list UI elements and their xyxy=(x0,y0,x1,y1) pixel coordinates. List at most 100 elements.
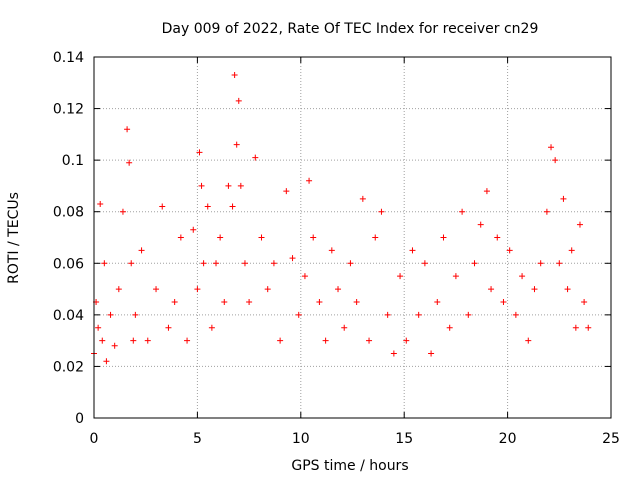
data-point xyxy=(564,286,571,293)
data-point xyxy=(130,337,137,344)
data-point xyxy=(452,273,459,280)
data-point xyxy=(506,247,513,254)
data-point xyxy=(194,286,201,293)
data-point xyxy=(208,324,215,331)
data-point xyxy=(519,273,526,280)
data-point xyxy=(204,203,211,210)
data-point xyxy=(124,126,131,133)
y-tick-label: 0.12 xyxy=(53,102,84,118)
plot-frame xyxy=(93,56,612,419)
data-point xyxy=(171,298,178,305)
data-point xyxy=(465,311,472,318)
x-axis-label: GPS time / hours xyxy=(291,458,408,474)
y-tick-label: 0.02 xyxy=(53,359,84,375)
data-point xyxy=(159,203,166,210)
data-point xyxy=(246,298,253,305)
y-tick-label: 0.04 xyxy=(53,308,84,324)
data-point xyxy=(289,255,296,262)
x-tick-label: 15 xyxy=(395,431,413,447)
data-point xyxy=(372,234,379,241)
data-point xyxy=(397,273,404,280)
data-point xyxy=(500,298,507,305)
data-point xyxy=(225,182,232,189)
data-point xyxy=(384,311,391,318)
data-point xyxy=(415,311,422,318)
data-point xyxy=(221,298,228,305)
data-point xyxy=(101,260,108,267)
data-point xyxy=(572,324,579,331)
y-tick-label: 0 xyxy=(75,411,84,427)
data-point xyxy=(95,324,102,331)
data-point xyxy=(568,247,575,254)
data-point xyxy=(198,182,205,189)
y-tick-label: 0.06 xyxy=(53,256,84,272)
data-point xyxy=(316,298,323,305)
data-point xyxy=(295,311,302,318)
data-point xyxy=(581,298,588,305)
data-point xyxy=(459,208,466,215)
data-point xyxy=(477,221,484,228)
data-point xyxy=(153,286,160,293)
data-point xyxy=(446,324,453,331)
data-point xyxy=(190,226,197,233)
data-point xyxy=(531,286,538,293)
data-point xyxy=(241,260,248,267)
data-point xyxy=(258,234,265,241)
grid-lines xyxy=(94,57,611,418)
y-tick-label: 0.1 xyxy=(62,153,84,169)
data-point xyxy=(347,260,354,267)
data-point xyxy=(525,337,532,344)
data-point xyxy=(237,182,244,189)
data-point xyxy=(119,208,126,215)
x-tick-label: 25 xyxy=(602,431,620,447)
data-point xyxy=(428,350,435,357)
axis-ticks: 0 5 10 15 20 25 0 0.02 0.04 0.06 0.08 0.1 0.12 0.14 xyxy=(53,50,620,447)
data-point xyxy=(107,311,114,318)
data-point xyxy=(97,200,104,207)
data-point xyxy=(233,141,240,148)
data-point xyxy=(264,286,271,293)
data-point xyxy=(283,188,290,195)
data-point xyxy=(217,234,224,241)
y-axis-label: ROTI / TECUs xyxy=(6,192,22,284)
data-point xyxy=(310,234,317,241)
data-point xyxy=(488,286,495,293)
data-point xyxy=(576,221,583,228)
data-point xyxy=(483,188,490,195)
data-point xyxy=(177,234,184,241)
x-tick-label: 20 xyxy=(499,431,517,447)
data-point xyxy=(366,337,373,344)
data-point xyxy=(421,260,428,267)
data-point xyxy=(103,358,110,365)
data-point xyxy=(434,298,441,305)
data-point xyxy=(277,337,284,344)
data-point xyxy=(409,247,416,254)
data-point xyxy=(115,286,122,293)
data-point xyxy=(341,324,348,331)
data-point xyxy=(328,247,335,254)
data-point xyxy=(99,337,106,344)
data-point xyxy=(301,273,308,280)
x-tick-label: 5 xyxy=(193,431,202,447)
data-point xyxy=(132,311,139,318)
data-point xyxy=(440,234,447,241)
data-point xyxy=(200,260,207,267)
data-point xyxy=(543,208,550,215)
data-point xyxy=(144,337,151,344)
data-point xyxy=(229,203,236,210)
data-point xyxy=(378,208,385,215)
x-tick-label: 10 xyxy=(292,431,310,447)
data-point xyxy=(512,311,519,318)
data-points xyxy=(91,72,592,365)
y-tick-label: 0.08 xyxy=(53,205,84,221)
data-point xyxy=(111,342,118,349)
x-tick-label: 0 xyxy=(90,431,99,447)
data-point xyxy=(390,350,397,357)
data-point xyxy=(231,72,238,79)
data-point xyxy=(213,260,220,267)
data-point xyxy=(252,154,259,161)
data-point xyxy=(322,337,329,344)
data-point xyxy=(184,337,191,344)
data-point xyxy=(403,337,410,344)
data-point xyxy=(537,260,544,267)
